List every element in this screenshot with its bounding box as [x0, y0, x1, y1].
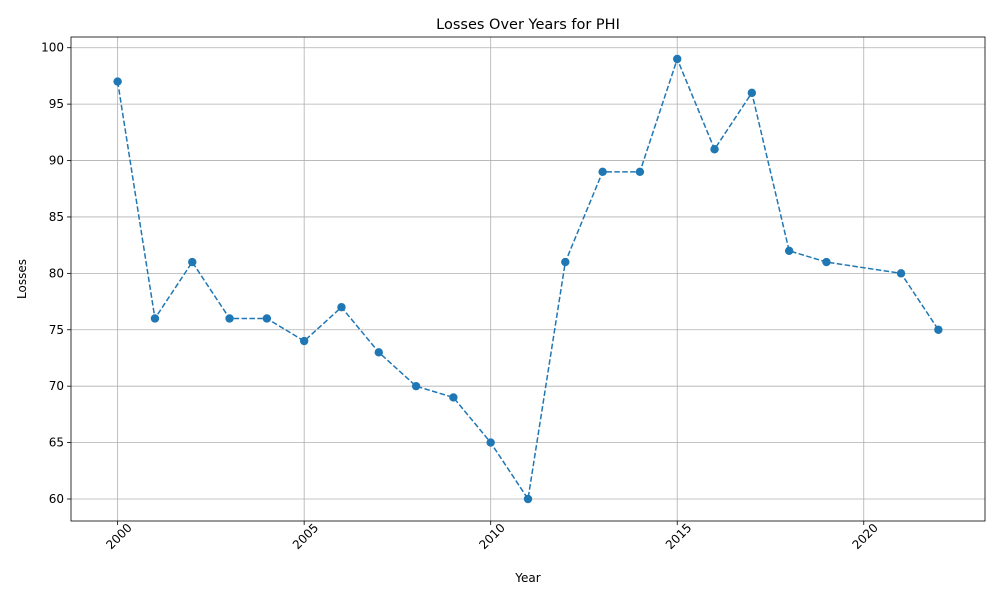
y-tick-label: 90: [49, 154, 64, 168]
y-axis: 60 65 70 75 80 85 90 95 100: [41, 41, 71, 506]
data-point: [113, 77, 122, 86]
y-tick-label: 100: [41, 41, 64, 55]
y-tick-label: 95: [49, 97, 64, 111]
data-point: [486, 438, 495, 447]
y-tick-label: 85: [49, 210, 64, 224]
x-tick-label: 2010: [476, 521, 507, 552]
x-tick-label: 2000: [103, 521, 134, 552]
data-point: [561, 257, 570, 267]
y-tick-label: 70: [49, 379, 64, 393]
x-tick-label: 2015: [663, 521, 694, 552]
data-point: [188, 257, 197, 267]
data-point: [747, 88, 757, 98]
x-axis-label: Year: [514, 571, 540, 585]
data-point: [374, 348, 383, 357]
data-point: [150, 314, 160, 323]
y-tick-label: 65: [49, 436, 64, 450]
data-point: [337, 303, 346, 312]
grid: [71, 37, 985, 521]
data-point: [934, 325, 943, 334]
data-point: [822, 257, 831, 267]
y-tick-label: 75: [49, 323, 64, 337]
data-point: [784, 246, 794, 255]
y-tick-label: 60: [49, 492, 64, 506]
chart-title: Losses Over Years for PHI: [436, 17, 620, 33]
data-point: [299, 336, 309, 346]
data-point: [523, 494, 533, 504]
data-point: [262, 314, 272, 323]
data-point: [225, 314, 234, 323]
series-line: [116, 56, 939, 502]
data-point: [710, 145, 719, 154]
x-tick-label: 2005: [290, 521, 321, 552]
plot-frame: [70, 36, 986, 522]
data-point: [449, 393, 458, 402]
series-losses: [113, 54, 943, 504]
x-axis: 2000 2005 2010 2015 2020: [103, 521, 881, 552]
y-axis-label: Losses: [15, 259, 29, 299]
y-tick-label: 80: [49, 266, 64, 280]
data-point: [598, 167, 607, 177]
data-point: [411, 381, 421, 391]
data-point: [635, 167, 645, 177]
data-point: [896, 269, 906, 278]
x-tick-label: 2020: [849, 521, 880, 552]
data-point: [673, 54, 682, 64]
